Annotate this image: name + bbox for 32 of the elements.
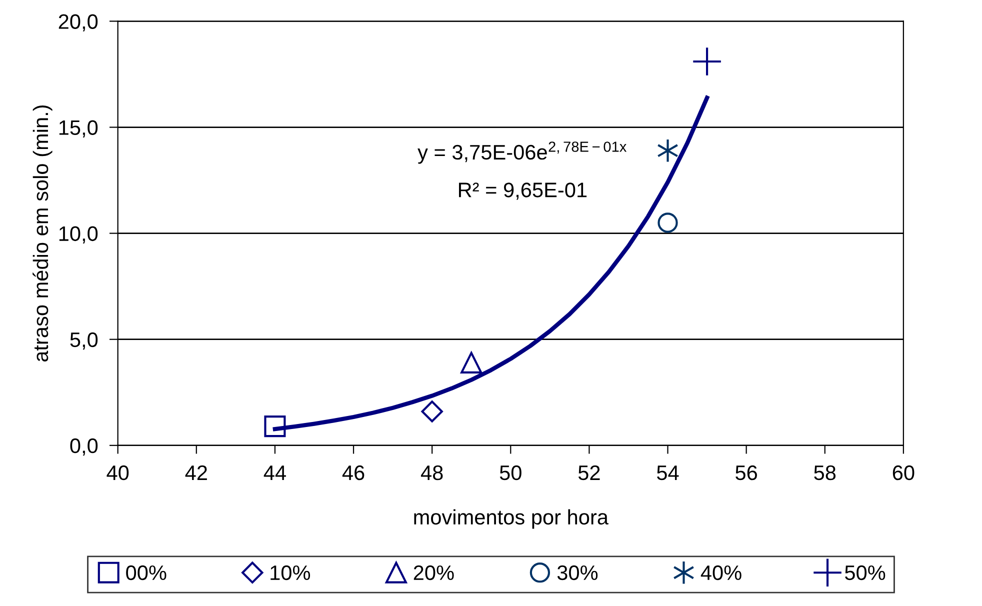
annotation: R² = 9,65E-01 <box>458 182 587 200</box>
legend-label: 40% <box>700 565 742 580</box>
y-tick-label: 10,0 <box>59 226 98 244</box>
point <box>460 352 482 374</box>
x-tick-label: 56 <box>736 465 757 480</box>
point <box>657 138 678 163</box>
x-tick-label: 46 <box>342 465 364 480</box>
x-tick-label: 60 <box>892 465 914 480</box>
legend-label: 10% <box>270 565 310 580</box>
x-tick-label: 50 <box>500 465 522 480</box>
point <box>264 416 286 438</box>
y-tick-label: 15,0 <box>59 120 98 138</box>
y-axis-title: atraso médio em solo (min.) <box>32 106 52 362</box>
x-tick-label: 58 <box>814 465 836 480</box>
legend-label: 50% <box>845 565 886 580</box>
x-tick-label: 54 <box>657 466 679 480</box>
point <box>421 400 443 422</box>
x-tick-label: 44 <box>264 466 286 480</box>
legend-label: 20% <box>414 565 454 580</box>
x-tick-label: 42 <box>185 465 207 480</box>
legend-label: 00% <box>126 565 166 580</box>
x-axis-title: movimentos por hora <box>414 509 608 529</box>
y-tick-label: 5,0 <box>70 332 98 350</box>
x-tick-label: 52 <box>578 465 600 480</box>
x-tick-label: 40 <box>106 465 129 480</box>
annotation: y = 3,75E-06e$^{2,78E−01x}$ <box>418 142 627 164</box>
point <box>692 46 722 76</box>
y-tick-label: 20,0 <box>58 14 98 32</box>
legend-label: 30% <box>557 565 598 580</box>
x-tick-label: 48 <box>420 465 443 480</box>
point <box>658 212 678 233</box>
y-tick-label: 0,0 <box>70 438 98 456</box>
